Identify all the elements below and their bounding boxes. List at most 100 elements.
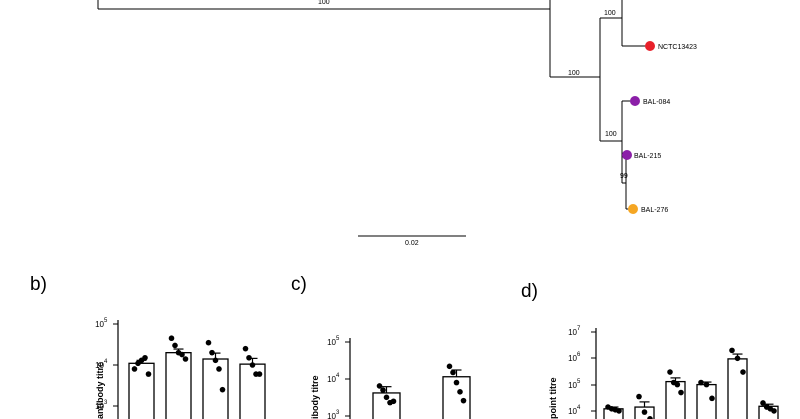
y-tick-exp-b-0: 5 <box>104 318 108 324</box>
chart-marks-b <box>128 335 266 419</box>
panel-letter-b: b) <box>30 274 47 295</box>
y-tick-c-2: 10 3 <box>327 410 350 419</box>
y-tick-label-c-1: 10 <box>327 375 336 384</box>
y-tick-d-0: 10 7 <box>568 326 596 337</box>
data-point-b-3-4 <box>256 371 263 377</box>
y-tick-exp-d-3: 4 <box>577 405 581 411</box>
y-tick-label-b-2: 10 <box>95 402 104 411</box>
data-point-d-3-1 <box>703 381 710 388</box>
svg-text:4: 4 <box>577 405 581 411</box>
svg-text:10: 10 <box>568 407 577 416</box>
bar-b-0 <box>128 362 155 419</box>
y-tick-exp-b-1: 4 <box>104 359 108 365</box>
y-tick-c-1: 10 4 <box>327 373 350 384</box>
data-point-b-2-3 <box>216 366 222 372</box>
bootstrap-label-clade: 100 <box>568 70 580 77</box>
data-point-c-0-4 <box>390 398 397 405</box>
data-point-c-1-1 <box>450 369 456 376</box>
leaf-marker-bal-084 <box>630 96 640 106</box>
bootstrap-label-bal-clade: 100 <box>605 131 617 138</box>
y-tick-b-0: 10 5 <box>95 318 118 329</box>
svg-text:7: 7 <box>577 326 581 332</box>
panel-letter-d: d) <box>521 281 538 302</box>
data-point-d-1-0 <box>636 393 642 400</box>
data-point-c-0-1 <box>380 387 386 393</box>
svg-text:10: 10 <box>95 361 104 370</box>
y-tick-exp-c-0: 5 <box>336 336 340 342</box>
y-axis-label-c: ibody titre <box>310 375 320 419</box>
y-tick-b-2: 10 3 <box>95 400 118 411</box>
data-point-b-1-0 <box>168 335 175 342</box>
data-point-d-4-2 <box>740 369 746 375</box>
bar-d-3 <box>696 383 717 419</box>
data-point-b-0-0 <box>131 366 138 372</box>
svg-text:10: 10 <box>327 412 336 419</box>
leaf-marker-nctc13423 <box>645 41 655 51</box>
bar-d-4 <box>727 358 748 419</box>
data-point-c-0-2 <box>383 394 390 401</box>
data-point-d-2-0 <box>667 369 673 375</box>
svg-text:10: 10 <box>568 354 577 363</box>
data-point-c-1-4 <box>460 397 467 404</box>
y-tick-label-d-2: 10 <box>568 381 577 390</box>
bootstrap-label-root: 100 <box>318 0 330 6</box>
svg-text:5: 5 <box>577 379 581 385</box>
y-tick-label-d-3: 10 <box>568 407 577 416</box>
y-tick-exp-b-2: 3 <box>104 400 108 406</box>
y-tick-label-d-0: 10 <box>568 328 577 337</box>
bar-d-2 <box>665 380 686 419</box>
svg-text:10: 10 <box>568 381 577 390</box>
svg-text:10: 10 <box>327 338 336 347</box>
data-point-d-2-3 <box>678 389 684 396</box>
leaf-label-bal-215: BAL-215 <box>634 153 661 160</box>
svg-text:10: 10 <box>95 402 104 411</box>
data-point-b-1-1 <box>172 342 178 349</box>
y-tick-exp-d-0: 7 <box>577 326 581 332</box>
data-point-d-3-0 <box>698 379 704 386</box>
data-point-d-4-1 <box>734 355 741 362</box>
data-point-b-3-2 <box>249 362 256 368</box>
y-tick-exp-d-2: 5 <box>577 379 581 385</box>
y-tick-label-b-1: 10 <box>95 361 104 370</box>
panel-letter-c: c) <box>291 274 307 295</box>
data-point-b-2-4 <box>219 386 226 393</box>
svg-text:5: 5 <box>104 318 108 324</box>
data-point-d-3-2 <box>709 395 715 402</box>
leaf-marker-bal-215 <box>622 150 632 160</box>
data-point-d-4-0 <box>729 347 735 354</box>
y-tick-c-0: 10 5 <box>327 336 350 347</box>
leaf-label-bal-276: BAL-276 <box>641 207 668 214</box>
data-point-d-5-3 <box>771 408 777 414</box>
data-point-c-0-0 <box>376 383 383 389</box>
y-tick-d-2: 10 5 <box>568 379 596 390</box>
y-tick-exp-c-2: 3 <box>336 410 340 416</box>
data-point-b-2-1 <box>209 349 215 356</box>
bar-b-1 <box>165 352 192 419</box>
svg-text:3: 3 <box>336 410 340 416</box>
chart-panel-d: point titre 10 7 10 6 10 5 10 4 <box>548 326 779 419</box>
bar-b-2 <box>202 358 229 419</box>
data-point-b-0-3 <box>142 354 148 361</box>
y-tick-b-1: 10 4 <box>95 359 118 370</box>
tree-scale-label: 0.02 <box>405 240 419 247</box>
data-point-c-1-2 <box>453 379 460 386</box>
chart-panel-b: antibody titre 10 5 10 4 10 3 <box>95 318 266 419</box>
bootstrap-label-bal-pair: 99 <box>620 173 628 180</box>
svg-text:4: 4 <box>104 359 108 365</box>
data-point-d-5-0 <box>760 400 766 406</box>
data-point-b-0-4 <box>145 371 152 377</box>
svg-text:10: 10 <box>327 375 336 384</box>
y-tick-label-b-0: 10 <box>95 320 104 329</box>
data-point-d-2-2 <box>674 381 681 388</box>
chart-panel-c: ibody titre 10 5 10 4 10 3 <box>310 336 471 419</box>
data-point-b-1-4 <box>182 356 189 362</box>
svg-text:4: 4 <box>336 373 340 379</box>
chart-marks-d <box>603 347 779 419</box>
data-point-b-3-1 <box>246 354 252 361</box>
data-point-c-1-0 <box>446 363 453 370</box>
y-axis-label-d: point titre <box>548 378 558 419</box>
y-tick-d-3: 10 4 <box>568 405 596 416</box>
y-tick-exp-d-1: 6 <box>577 352 581 358</box>
data-point-d-1-2 <box>647 416 653 419</box>
y-tick-label-c-2: 10 <box>327 412 336 419</box>
